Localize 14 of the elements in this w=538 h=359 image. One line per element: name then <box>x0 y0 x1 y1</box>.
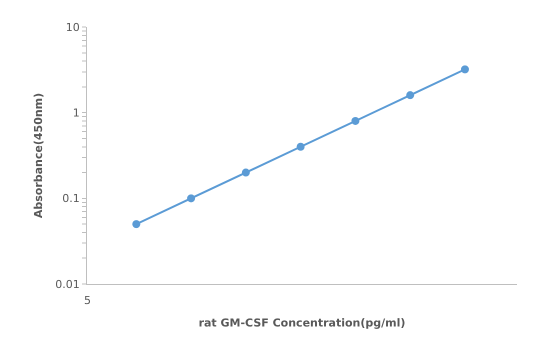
text: 5 <box>84 294 91 307</box>
point <box>351 116 360 125</box>
point <box>406 91 414 100</box>
y-axis-title: Absorbance(450nm) <box>32 92 45 218</box>
y-tick-label: 0.01 <box>55 278 80 291</box>
point <box>296 142 305 151</box>
y-tick-label: 0.1 <box>62 192 80 206</box>
y-tick-label: 10 <box>66 20 80 34</box>
point <box>132 220 140 228</box>
x-axis-title: rat GM-CSF Concentration(pg/ml) <box>198 316 406 330</box>
point <box>242 168 250 177</box>
y-tick-label: 1 <box>72 106 80 120</box>
point <box>460 65 469 74</box>
point <box>187 194 196 202</box>
